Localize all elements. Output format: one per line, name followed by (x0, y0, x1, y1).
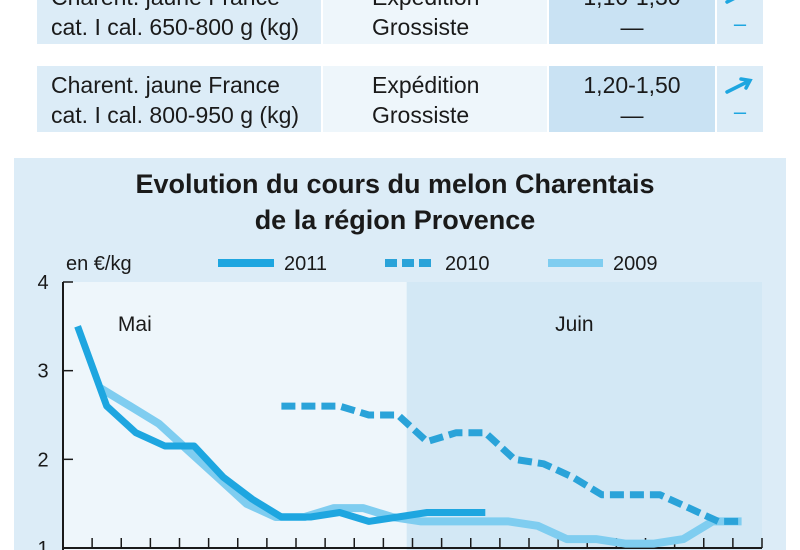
legend-label-2011: 2011 (284, 253, 327, 275)
product-line2: cat. I cal. 800-950 g (kg) (51, 102, 300, 128)
series-lines (74, 325, 742, 548)
trend-up-icon (725, 0, 735, 4)
product-line2: cat. I cal. 650-800 g (kg) (51, 14, 300, 40)
product-line1: Charent. jaune France (51, 0, 321, 12)
product-line1: Charent. jaune France (51, 72, 280, 98)
series-line-2010 (281, 402, 742, 525)
juin-band (406, 282, 762, 550)
series-line-2011 (74, 325, 486, 525)
product-cell: Charent. jaune France cat. I cal. 800-95… (37, 66, 321, 132)
y-tick-label: 1 (37, 538, 48, 550)
product-cell: Charent. jaune France cat. I cal. 650-80… (37, 0, 321, 44)
trend-cell: – (717, 0, 763, 44)
period-labels: Mai Juin (118, 313, 594, 336)
price-cell: 1,10-1,30 — (549, 0, 715, 44)
y-tick-label: 4 (37, 272, 48, 294)
trend-cell: – (717, 66, 763, 132)
price-cell: 1,20-1,50 — (549, 66, 715, 132)
legend-label-2009: 2009 (613, 253, 658, 275)
market-cell: Expédition Grossiste (323, 66, 547, 132)
trend-line2: – (733, 99, 747, 124)
period-label-mai: Mai (118, 313, 152, 336)
price-table: Charent. jaune France cat. I cal. 650-80… (0, 0, 800, 150)
table-row: Charent. jaune France cat. I cal. 800-95… (37, 66, 763, 132)
trend-line2: – (733, 11, 747, 36)
table-row: Charent. jaune France cat. I cal. 650-80… (37, 0, 763, 44)
market-line2: Grossiste (372, 14, 470, 40)
axes (62, 282, 762, 550)
price-line2: — (620, 102, 644, 128)
y-tick-label: 2 (37, 449, 48, 471)
y-tick-label: 3 (37, 361, 48, 383)
price-line1: 1,20-1,50 (583, 72, 681, 98)
legend: 2011 2010 2009 (218, 253, 658, 275)
market-cell: Expédition Grossiste (323, 0, 547, 44)
market-line1: Expédition (372, 0, 547, 12)
price-line2: — (620, 14, 644, 40)
period-label-juin: Juin (555, 313, 594, 336)
price-line1: 1,10-1,30 (549, 0, 715, 12)
market-line1: Expédition (372, 72, 480, 98)
chart-title-line1: Evolution du cours du melon Charentais (135, 169, 654, 199)
legend-label-2010: 2010 (445, 253, 490, 275)
y-axis-label: en €/kg (66, 253, 132, 275)
chart-title-line2: de la région Provence (255, 205, 536, 235)
y-tick-labels: 1 2 3 4 (37, 272, 48, 550)
trend-up-icon (725, 77, 753, 94)
market-line2: Grossiste (372, 102, 470, 128)
series-line-2009 (98, 384, 742, 548)
